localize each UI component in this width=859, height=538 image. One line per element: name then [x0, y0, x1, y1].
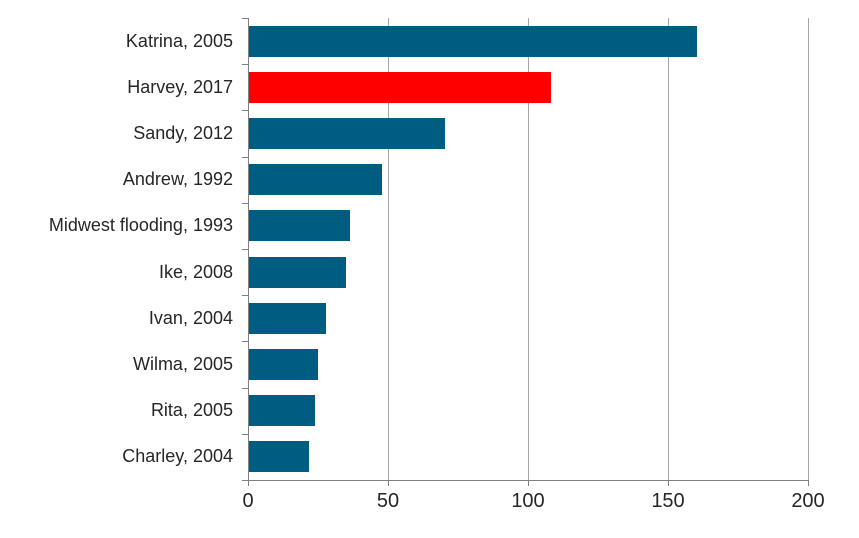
y-axis-line	[248, 18, 249, 481]
y-axis-tick	[242, 387, 248, 389]
bar	[249, 256, 346, 288]
category-label: Andrew, 1992	[122, 169, 233, 190]
gridline	[528, 18, 529, 480]
x-tick-label: 0	[242, 490, 254, 512]
y-axis-tick	[242, 433, 248, 435]
y-axis-tick	[242, 341, 248, 343]
x-axis-tick	[248, 480, 249, 486]
y-axis-tick	[242, 110, 248, 112]
y-axis-tick	[242, 18, 248, 19]
bar	[249, 395, 315, 427]
category-label: Charley, 2004	[122, 446, 233, 467]
y-axis-tick	[242, 480, 248, 481]
x-axis-tick	[528, 480, 529, 486]
y-axis-tick	[242, 202, 248, 204]
bar	[249, 118, 445, 149]
x-axis-tick	[388, 480, 389, 486]
x-tick-label: 50	[376, 490, 400, 512]
gridline	[808, 18, 809, 480]
bar	[249, 71, 552, 103]
gridline	[668, 18, 669, 480]
category-label: Ike, 2008	[158, 261, 233, 282]
bar	[249, 302, 326, 334]
category-label: Rita, 2005	[150, 400, 233, 421]
category-label: Midwest flooding, 1993	[48, 215, 233, 236]
bar	[249, 210, 350, 242]
x-tick-label: 100	[511, 490, 545, 512]
category-label: Ivan, 2004	[148, 307, 233, 328]
bar	[249, 349, 318, 380]
x-axis-tick	[668, 480, 669, 486]
x-tick-label: 200	[791, 490, 825, 512]
category-label: Harvey, 2017	[127, 76, 233, 97]
category-label: Sandy, 2012	[133, 122, 233, 143]
category-label: Wilma, 2005	[132, 353, 233, 374]
bar	[249, 441, 310, 473]
bar	[249, 164, 382, 196]
y-axis-tick	[242, 249, 248, 250]
category-label: Katrina, 2005	[125, 30, 233, 51]
x-tick-label: 150	[651, 490, 685, 512]
bar	[249, 25, 697, 57]
y-axis-tick	[242, 156, 248, 158]
y-axis-tick	[242, 64, 248, 66]
gridline	[388, 18, 389, 480]
x-axis-tick	[808, 480, 809, 486]
y-axis-tick	[242, 295, 248, 297]
